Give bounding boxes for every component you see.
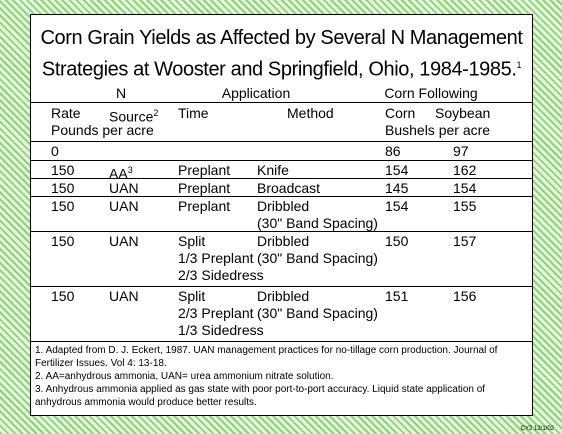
- corn-yield: 154: [385, 162, 409, 178]
- column-header-text: Rate: [51, 105, 81, 121]
- column-header: Soybean: [435, 105, 490, 122]
- method-line: Broadcast: [257, 180, 321, 196]
- source-text: UAN: [109, 198, 139, 214]
- title: Corn Grain Yields as Affected by Several…: [39, 25, 524, 84]
- time-line: Split: [178, 233, 206, 249]
- time-cell: Split 1/3 Preplant 2/3 Sidedress: [178, 233, 264, 284]
- corn-yield: 151: [385, 288, 409, 304]
- rule: [31, 286, 532, 287]
- column-header: Rate: [51, 105, 81, 122]
- footnote: 2. AA=anhydrous ammonia, UAN= urea ammon…: [35, 371, 334, 382]
- method-cell: Dribbled (30" Band Spacing): [257, 288, 378, 322]
- rule: [31, 231, 532, 232]
- rule: [31, 178, 532, 179]
- soybean-yield: 162: [453, 162, 477, 178]
- soybean-yield: 157: [453, 233, 477, 249]
- footnote: 3. Anhydrous ammonia applied as gas stat…: [35, 384, 486, 408]
- source-text: UAN: [109, 288, 139, 304]
- source-cell: AA3: [109, 162, 133, 183]
- footnote-ref: 1: [516, 60, 522, 70]
- soybean-yield: 97: [453, 143, 469, 159]
- time-line: 2/3 Sidedress: [178, 267, 264, 283]
- time-line: Preplant: [178, 180, 231, 196]
- group-header: Application: [221, 85, 291, 101]
- units-label: Bushels per acre: [385, 122, 491, 138]
- source-cell: UAN: [109, 233, 139, 250]
- time-line: Preplant: [178, 162, 231, 178]
- method-line: Dribbled: [257, 198, 310, 214]
- rate-cell: 150: [51, 162, 75, 178]
- method-line: (30" Band Spacing): [257, 215, 378, 231]
- method-line: (30" Band Spacing): [257, 250, 378, 266]
- column-header-text: Corn: [385, 105, 416, 121]
- source-text: AA: [109, 165, 128, 182]
- time-line: Preplant: [178, 198, 231, 214]
- method-line: Dribbled: [257, 288, 310, 304]
- group-header: Corn Following: [384, 85, 478, 101]
- title-text: Corn Grain Yields as Affected by Several…: [40, 27, 523, 81]
- method-cell: Broadcast: [257, 180, 320, 197]
- rule: [31, 102, 532, 103]
- footnote-ref: 3: [127, 165, 133, 175]
- source-text: UAN: [109, 233, 139, 249]
- time-cell: Preplant: [178, 198, 230, 215]
- method-line: (30" Band Spacing): [257, 305, 378, 321]
- method-cell: Dribbled (30" Band Spacing): [257, 233, 378, 267]
- soybean-yield: 154: [453, 180, 477, 196]
- source-cell: UAN: [109, 198, 139, 215]
- footnote: 1. Adapted from D. J. Eckert, 1987. UAN …: [35, 345, 498, 369]
- column-header: Time: [178, 105, 209, 122]
- method-cell: Dribbled (30" Band Spacing): [257, 198, 378, 232]
- soybean-yield: 155: [453, 198, 477, 214]
- slide-code: CY2 12/1/02: [520, 426, 554, 432]
- column-header: Source2: [109, 105, 158, 126]
- corn-yield: 86: [385, 143, 401, 159]
- source-cell: UAN: [109, 288, 139, 305]
- time-cell: Preplant: [178, 162, 230, 179]
- rate-cell: 150: [51, 233, 75, 249]
- rule: [31, 196, 532, 197]
- method-cell: Knife: [257, 162, 289, 179]
- time-cell: Preplant: [178, 180, 230, 197]
- time-cell: Split 2/3 Preplant 1/3 Sidedress: [178, 288, 264, 339]
- column-header-text: Method: [287, 105, 334, 121]
- column-header-text: Time: [178, 105, 209, 121]
- rate-cell: 150: [51, 180, 75, 196]
- rule: [31, 341, 532, 342]
- rate-cell: 150: [51, 198, 75, 214]
- rate-cell: 150: [51, 288, 75, 304]
- column-header: Method: [287, 105, 334, 122]
- time-line: 1/3 Preplant: [178, 250, 254, 266]
- method-line: Dribbled: [257, 233, 310, 249]
- units-label: Pounds per acre: [51, 122, 154, 138]
- rule: [31, 160, 532, 161]
- method-line: Knife: [257, 162, 289, 178]
- time-line: 2/3 Preplant: [178, 305, 254, 321]
- time-line: Split: [178, 288, 206, 304]
- corn-yield: 145: [385, 180, 409, 196]
- corn-yield: 150: [385, 233, 409, 249]
- footnotes: 1. Adapted from D. J. Eckert, 1987. UAN …: [35, 344, 525, 409]
- rate-cell: 0: [51, 143, 59, 159]
- column-header: Corn: [385, 105, 415, 122]
- soybean-yield: 156: [453, 288, 477, 304]
- group-header: N: [115, 85, 127, 101]
- time-line: 1/3 Sidedress: [178, 322, 264, 338]
- table-panel: Corn Grain Yields as Affected by Several…: [30, 14, 533, 416]
- source-cell: UAN: [109, 180, 139, 197]
- footnote-ref: 2: [153, 108, 159, 118]
- column-header-text: Soybean: [435, 105, 491, 121]
- source-text: UAN: [109, 180, 139, 196]
- rule: [31, 141, 532, 142]
- column-header-text: Source: [109, 108, 154, 125]
- corn-yield: 154: [385, 198, 409, 214]
